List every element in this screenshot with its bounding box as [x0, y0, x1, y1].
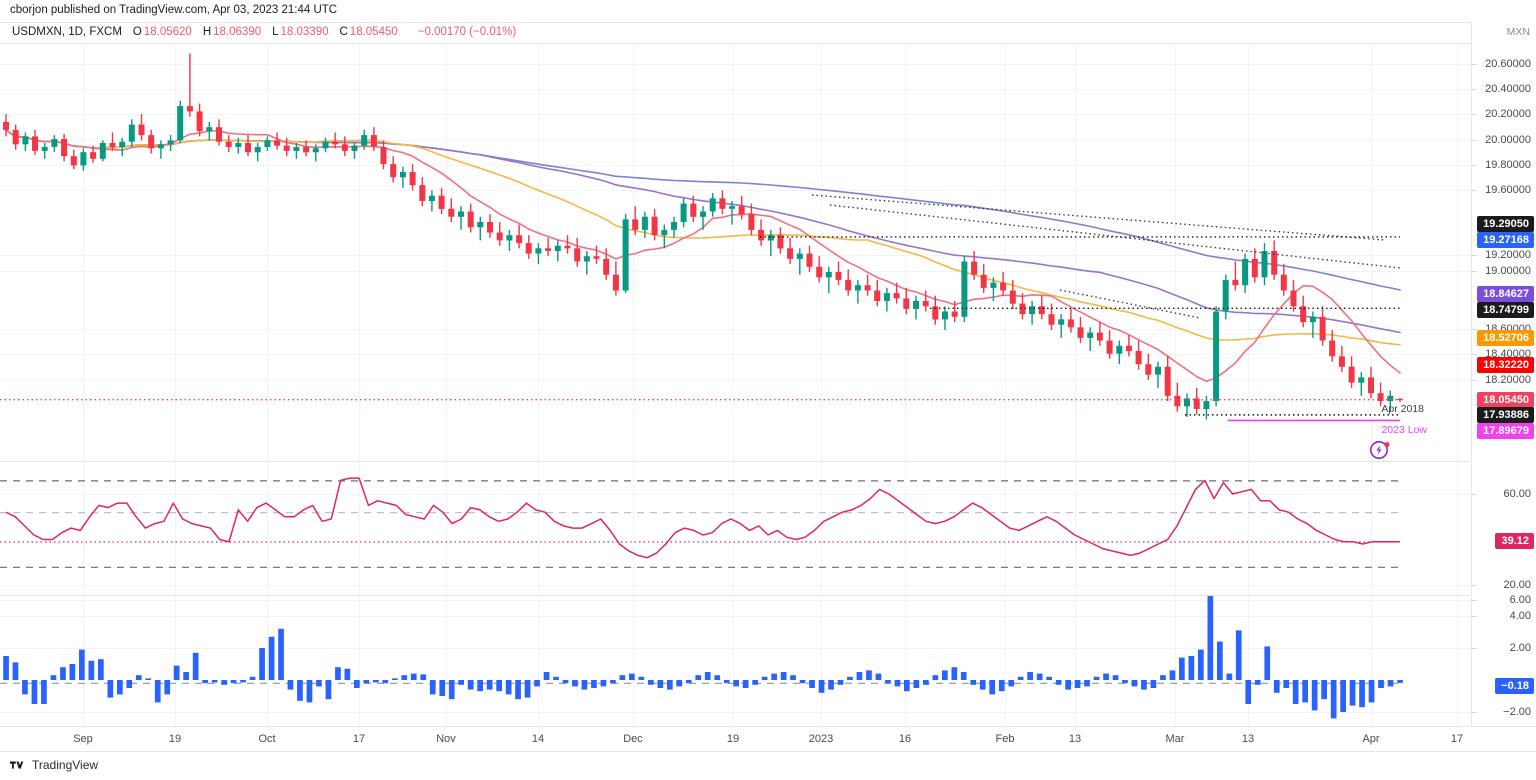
chart-annotation-label[interactable]: 2023 Low — [1381, 424, 1427, 436]
time-axis-label: Sep — [73, 733, 93, 745]
scale-tick-mark — [1472, 354, 1477, 355]
price-tag[interactable]: 39.12 — [1495, 533, 1534, 549]
price-tag[interactable]: 19.29050 — [1477, 216, 1534, 232]
time-axis-label: Nov — [436, 733, 456, 745]
time-axis-label: 14 — [531, 733, 545, 745]
scale-tick: 60.00 — [1503, 488, 1531, 500]
scale-tick: 4.00 — [1509, 610, 1531, 622]
histogram-pane[interactable] — [0, 596, 1471, 726]
scale-tick-mark — [1472, 585, 1477, 586]
scale-tick: 2.00 — [1509, 642, 1531, 654]
pane-divider-2 — [0, 595, 1471, 596]
rsi-chart-canvas — [0, 462, 1471, 594]
scale-tick-mark — [1472, 600, 1477, 601]
scale-tick: 20.00 — [1503, 579, 1531, 591]
high-label: H — [202, 26, 212, 38]
scale-tick-mark — [1472, 648, 1477, 649]
symbol-label[interactable]: USDMXN, 1D, FXCM — [12, 26, 122, 38]
time-axis[interactable]: Sep 19 Oct 17 Nov 14 Dec 19 2023 16 Feb 13 Mar 13 Apr 1… — [0, 726, 1536, 752]
price-tag[interactable]: 18.52706 — [1477, 330, 1534, 346]
tradingview-logo-icon — [10, 761, 24, 769]
close-label: C — [339, 26, 348, 38]
publish-credit-line: cborjon published on TradingView.com, Ap… — [10, 4, 338, 16]
scale-tick-mark — [1472, 64, 1477, 65]
price-tag[interactable]: 19.27168 — [1477, 232, 1534, 248]
footer-brand: TradingView — [10, 756, 98, 774]
price-tag[interactable]: −0.18 — [1495, 678, 1534, 694]
ticker-legend-bar: USDMXN, 1D, FXCM O 18.05620 H 18.06390 L 18.03… — [0, 22, 1536, 44]
scale-tick: −2.00 — [1503, 706, 1531, 718]
rsi-pane[interactable] — [0, 462, 1471, 594]
time-axis-label: 19 — [726, 733, 740, 745]
scale-tick: 19.80000 — [1485, 159, 1531, 171]
scale-tick-mark — [1472, 616, 1477, 617]
price-tag[interactable]: 17.89679 — [1477, 423, 1534, 439]
scale-tick-mark — [1472, 89, 1477, 90]
time-axis-label: Apr — [1362, 733, 1380, 745]
chart-annotation-label[interactable]: Apr 2018 — [1381, 403, 1424, 415]
time-axis-label: 16 — [898, 733, 912, 745]
open-label: O — [132, 26, 142, 38]
price-chart-canvas — [0, 45, 1471, 460]
scale-tick: 19.00000 — [1485, 265, 1531, 277]
ticker-legend-text: USDMXN, 1D, FXCM O 18.05620 H 18.06390 L 18.03… — [12, 26, 518, 38]
open-value: 18.05620 — [143, 26, 192, 38]
price-tag[interactable]: 18.32220 — [1477, 357, 1534, 373]
low-label: L — [272, 26, 279, 38]
scale-tick-mark — [1472, 165, 1477, 166]
scale-tick-mark — [1472, 140, 1477, 141]
time-axis-label: 2023 — [808, 733, 834, 745]
histogram-chart-canvas — [0, 596, 1471, 726]
scale-tick: 20.20000 — [1485, 108, 1531, 120]
histogram-scale[interactable]: 6.00 4.00 2.00 −2.00 −0.18 — [1471, 594, 1536, 726]
price-scale[interactable]: MXN 20.60000 20.40000 20.20000 20.00000 19.8… — [1471, 22, 1536, 461]
scale-tick: 20.40000 — [1485, 83, 1531, 95]
time-axis-label: Oct — [258, 733, 276, 745]
scale-tick-mark — [1472, 494, 1477, 495]
tradingview-brand-text: TradingView — [32, 758, 99, 772]
price-tag[interactable]: 18.74799 — [1477, 302, 1534, 318]
scale-tick-mark — [1472, 380, 1477, 381]
price-tag[interactable]: 17.93886 — [1477, 407, 1534, 423]
scale-tick-mark — [1472, 114, 1477, 115]
time-axis-label: 19 — [168, 733, 182, 745]
high-value: 18.06390 — [213, 26, 262, 38]
change-value: −0.00170 (−0.01%) — [417, 26, 517, 38]
scale-tick-mark — [1472, 190, 1477, 191]
scale-tick: 18.20000 — [1485, 374, 1531, 386]
time-axis-label: Feb — [995, 733, 1015, 745]
scale-tick: 19.60000 — [1485, 184, 1531, 196]
scale-tick: 20.00000 — [1485, 134, 1531, 146]
time-axis-label: 13 — [1068, 733, 1082, 745]
scale-tick: 19.20000 — [1485, 249, 1531, 261]
currency-label: MXN — [1506, 26, 1530, 38]
time-axis-label: 17 — [1450, 733, 1464, 745]
price-pane[interactable] — [0, 45, 1471, 460]
price-tag[interactable]: 18.05450 — [1477, 392, 1534, 408]
price-tag[interactable]: 18.84627 — [1477, 286, 1534, 302]
time-axis-label: Mar — [1165, 733, 1185, 745]
scale-tick-mark — [1472, 255, 1477, 256]
lightning-bolt-circle-icon[interactable] — [1368, 437, 1392, 461]
low-value: 18.03390 — [280, 26, 329, 38]
scale-tick-mark — [1472, 271, 1477, 272]
scale-tick-mark — [1472, 329, 1477, 330]
close-value: 18.05450 — [349, 26, 398, 38]
time-axis-label: 17 — [352, 733, 366, 745]
scale-tick: 6.00 — [1509, 594, 1531, 606]
scale-tick-mark — [1472, 712, 1477, 713]
time-axis-label: 13 — [1241, 733, 1255, 745]
pane-divider-1 — [0, 461, 1471, 462]
time-axis-label: Dec — [623, 733, 643, 745]
scale-tick: 20.60000 — [1485, 58, 1531, 70]
rsi-scale[interactable]: 60.00 20.00 39.12 — [1471, 462, 1536, 595]
